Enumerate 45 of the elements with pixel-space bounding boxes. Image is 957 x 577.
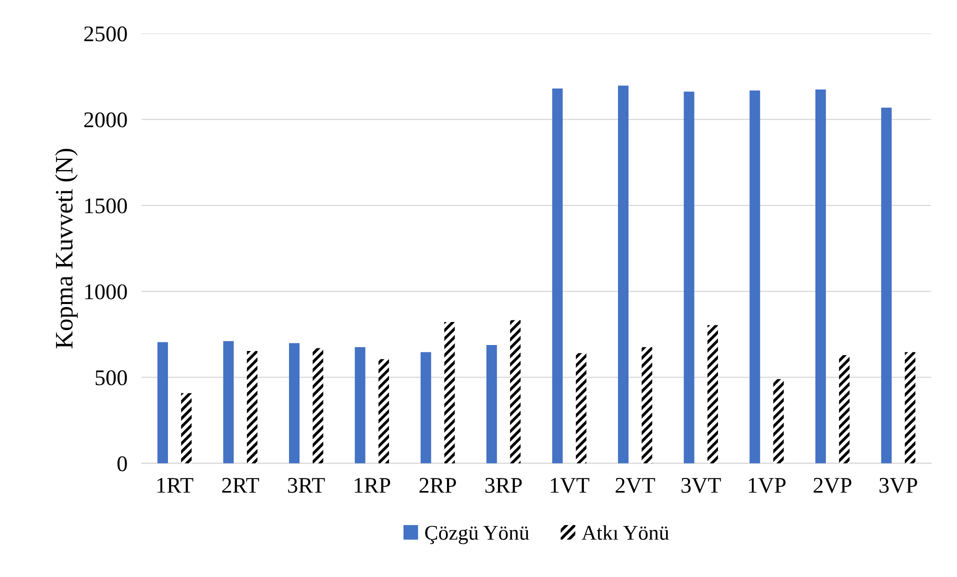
legend-label: Çözgü Yönü: [425, 526, 530, 544]
x-tick-label: 2VT: [616, 478, 656, 493]
bar: [552, 88, 563, 464]
bar: [510, 320, 521, 464]
y-tick-label: 1500: [85, 198, 127, 214]
bar: [773, 379, 784, 464]
bar: [684, 92, 694, 464]
x-tick-label: 2RT: [222, 478, 260, 493]
x-tick-label: 3VP: [880, 478, 918, 493]
y-tick-label: 500: [96, 370, 127, 386]
x-tick-label: 2VP: [814, 478, 852, 493]
y-axis-title: Kopma Kuvveti (N): [55, 148, 78, 348]
bar: [881, 108, 892, 464]
bar: [157, 342, 168, 464]
bar: [839, 355, 850, 464]
bar: [618, 86, 629, 464]
x-tick-label: 1RP: [354, 478, 390, 493]
bar: [181, 393, 192, 464]
bar: [750, 90, 760, 464]
bar: [576, 353, 586, 464]
y-tick-label: 2500: [84, 26, 127, 42]
bar: [486, 345, 497, 464]
bar: [223, 341, 234, 464]
bar: [815, 90, 826, 464]
x-tick-label: 1RT: [157, 478, 194, 493]
x-tick-label: 3RT: [288, 478, 325, 493]
y-tick-label: 0: [117, 456, 127, 472]
x-tick-label: 3RP: [485, 478, 522, 493]
bar: [707, 325, 718, 464]
bar: [312, 348, 324, 464]
bar: [420, 352, 432, 464]
bar: [378, 359, 390, 464]
bar: [289, 343, 300, 464]
x-tick-label: 3VT: [682, 478, 721, 493]
bar: [354, 347, 366, 464]
x-tick-label: 2RP: [420, 478, 456, 493]
bar: [444, 322, 455, 464]
y-tick-label: 2000: [84, 112, 127, 128]
x-tick-label: 1VP: [748, 478, 786, 493]
bar: [904, 352, 916, 464]
legend-label: Atkı Yönü: [582, 525, 669, 540]
y-tick-label: 1000: [85, 284, 127, 300]
bar: [246, 351, 258, 464]
bar: [642, 347, 652, 464]
x-tick-label: 1VT: [550, 478, 590, 493]
